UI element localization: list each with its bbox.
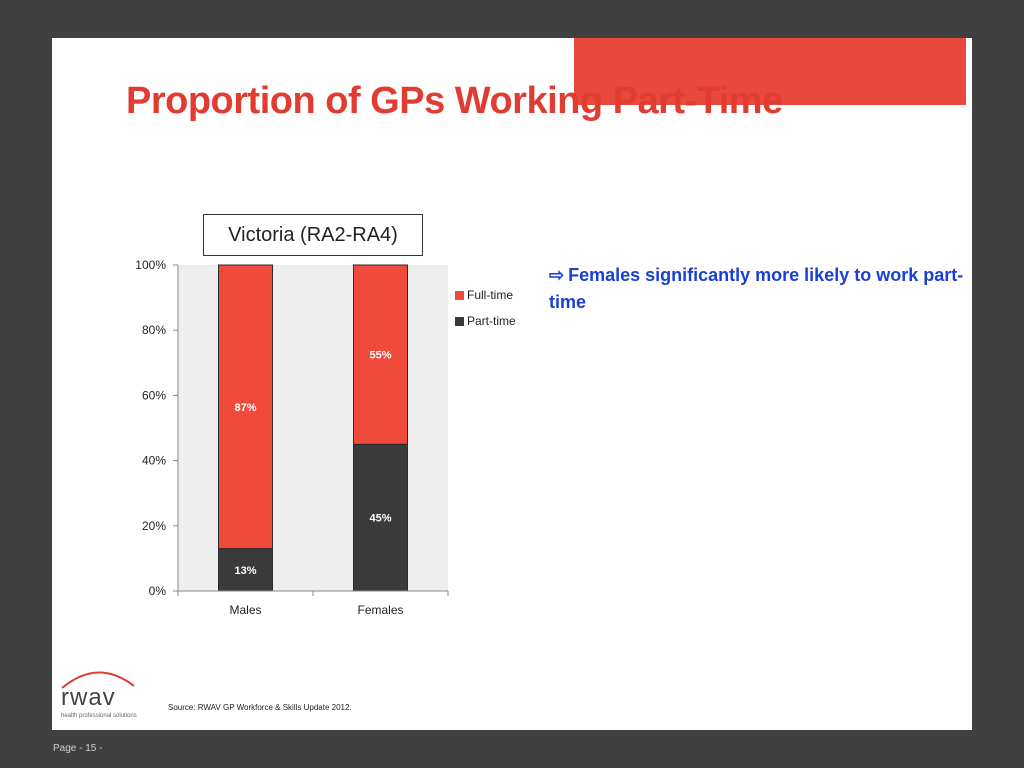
bar-full-time-females (353, 264, 408, 445)
logo-tagline: health professional solutions (61, 713, 137, 719)
bar-part-time-females (353, 443, 408, 592)
data-label: 45% (369, 513, 391, 525)
y-tick-label: 60% (142, 388, 166, 402)
x-tick-label: Males (229, 603, 261, 617)
arrow-right-icon: ⇨ (549, 265, 565, 285)
chart-title: Victoria (RA2-RA4) (203, 214, 423, 256)
bar-full-time-males (218, 264, 273, 550)
legend-item: Full-time (455, 282, 516, 308)
data-label: 55% (369, 350, 391, 362)
y-tick-label: 0% (149, 584, 167, 598)
y-tick-label: 80% (142, 323, 166, 337)
y-tick-label: 40% (142, 454, 166, 468)
logo-swoosh-icon (61, 671, 135, 689)
y-tick-label: 100% (135, 258, 166, 272)
logo-word: rwav (61, 684, 116, 711)
rwav-logo: rwav health professional solutions (58, 662, 148, 722)
page-title: Proportion of GPs Working Part-Time (126, 80, 783, 122)
legend-swatch (455, 290, 464, 300)
x-tick-label: Females (357, 603, 403, 617)
source-note: Source: RWAV GP Workforce & Skills Updat… (168, 703, 352, 712)
data-label: 13% (234, 565, 256, 577)
legend-label: Part-time (467, 314, 516, 328)
y-axis: 0% 20% 40% 60% 80% 100% (135, 258, 179, 598)
y-tick-label: 20% (142, 519, 166, 533)
note-text: Females significantly more likely to wor… (549, 265, 964, 312)
key-finding-note: ⇨ Females significantly more likely to wo… (549, 262, 969, 316)
bars: 13% 87% 45% 55% (218, 264, 408, 592)
legend-item: Part-time (455, 308, 516, 334)
accent-bar (574, 38, 966, 105)
legend: Full-time Part-time (455, 282, 516, 334)
page-number: Page - 15 - (53, 743, 103, 754)
legend-label: Full-time (467, 288, 514, 302)
x-axis: Males Females (177, 590, 449, 617)
data-label: 87% (234, 402, 256, 414)
legend-swatch (455, 316, 464, 326)
